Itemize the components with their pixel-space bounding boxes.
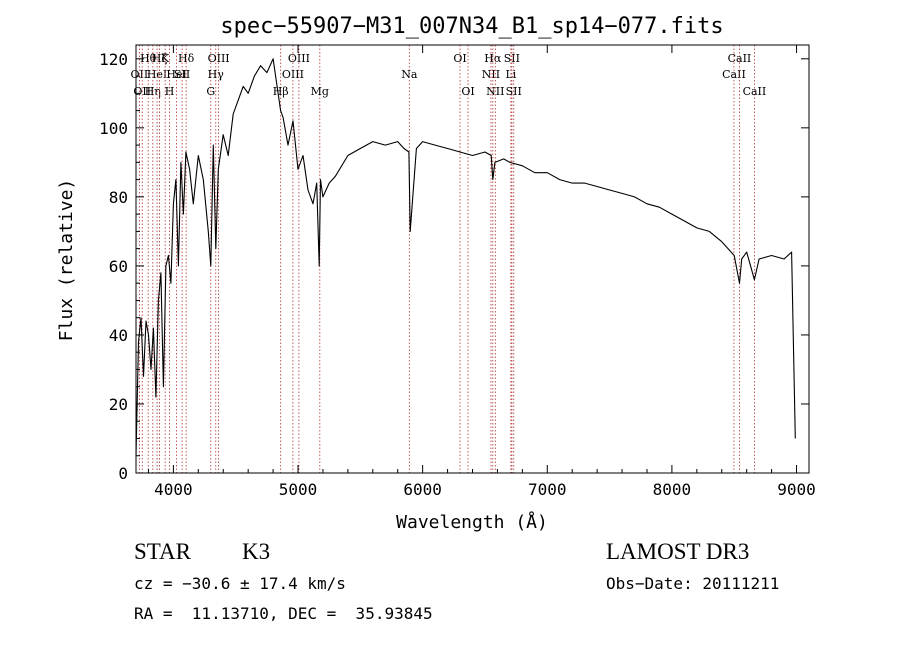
redshift-cz: cz = −30.6 ± 17.4 km/s bbox=[134, 574, 346, 593]
line-label: NII bbox=[486, 85, 504, 98]
line-label: G bbox=[206, 85, 215, 98]
line-label: NII bbox=[482, 68, 500, 81]
x-tick-label: 9000 bbox=[777, 480, 816, 499]
line-label: Hη bbox=[145, 85, 161, 98]
line-label: CaII bbox=[722, 68, 746, 81]
line-label: Li bbox=[505, 68, 516, 81]
spectrum-line bbox=[135, 58, 796, 456]
y-axis-label: Flux (relative) bbox=[56, 179, 77, 342]
line-label: Hγ bbox=[208, 68, 225, 81]
x-tick-label: 4000 bbox=[154, 480, 193, 499]
line-label: SII bbox=[504, 52, 520, 65]
line-label: Hθ bbox=[140, 52, 157, 65]
line-label: Hβ bbox=[273, 85, 289, 98]
chart-title: spec−55907−M31_007N34_B1_sp14−077.fits bbox=[220, 14, 723, 39]
axes: 4000 5000 6000 7000 8000 9000 0 20 40 60 80 100 120 bbox=[99, 45, 816, 499]
emission-line-markers: OIIOIIHθHηHeIHζKHHeISIIHδGHγOIIIHβOIIIOI… bbox=[131, 45, 767, 473]
line-label: CaII bbox=[743, 85, 767, 98]
line-label: Na bbox=[401, 68, 418, 81]
x-tick-label: 6000 bbox=[403, 480, 442, 499]
line-label: OIII bbox=[288, 52, 310, 65]
obs-date: Obs−Date: 20111211 bbox=[606, 574, 780, 593]
line-label: SII bbox=[506, 85, 522, 98]
y-tick-label: 80 bbox=[109, 188, 128, 207]
y-tick-label: 0 bbox=[118, 464, 128, 483]
x-tick-label: 5000 bbox=[279, 480, 318, 499]
y-tick-label: 120 bbox=[99, 50, 128, 69]
line-label: Hδ bbox=[178, 52, 195, 65]
line-label: Hα bbox=[484, 52, 502, 65]
x-axis-label: Wavelength (Å) bbox=[396, 511, 548, 533]
y-tick-label: 40 bbox=[109, 326, 128, 345]
line-label: HeI bbox=[147, 68, 167, 81]
line-label: OIII bbox=[282, 68, 304, 81]
spectrum-series bbox=[135, 58, 796, 456]
y-tick-label: 60 bbox=[109, 257, 128, 276]
y-tick-label: 100 bbox=[99, 119, 128, 138]
plot-frame bbox=[135, 44, 810, 474]
object-class: STAR bbox=[134, 539, 191, 564]
x-tick-label: 7000 bbox=[528, 480, 567, 499]
line-label: CaII bbox=[728, 52, 752, 65]
line-label: OII bbox=[131, 68, 149, 81]
line-label: Mg bbox=[311, 85, 329, 98]
line-label: OI bbox=[453, 52, 466, 65]
line-label: OIII bbox=[208, 52, 230, 65]
x-tick-label: 8000 bbox=[653, 480, 692, 499]
line-label: K bbox=[161, 52, 170, 65]
y-tick-label: 20 bbox=[109, 395, 128, 414]
line-label: OII bbox=[133, 85, 151, 98]
ra-dec: RA = 11.13710, DEC = 35.93845 bbox=[134, 604, 433, 623]
line-label: SII bbox=[174, 68, 190, 81]
object-subclass: K3 bbox=[242, 539, 271, 564]
line-label: OI bbox=[461, 85, 474, 98]
line-label: Hζ bbox=[152, 52, 168, 65]
line-label: H bbox=[165, 85, 175, 98]
survey-name: LAMOST DR3 bbox=[606, 539, 750, 564]
